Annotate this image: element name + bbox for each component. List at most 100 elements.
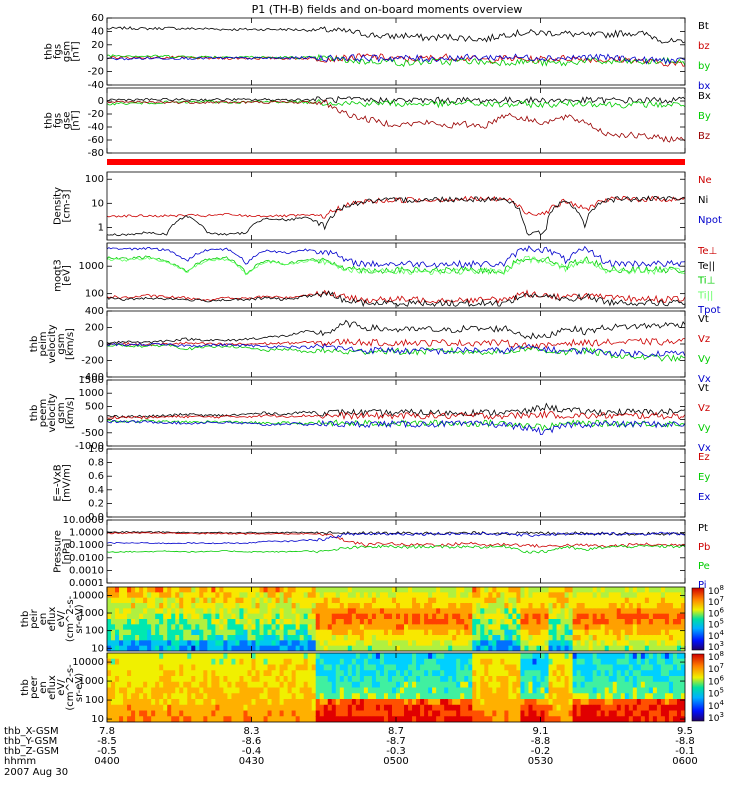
spectrogram-cell: [652, 624, 658, 631]
spectrogram-cell: [528, 608, 534, 615]
spectrogram-cell: [199, 608, 204, 615]
spectrogram-cell: [448, 629, 453, 636]
spectrogram-cell: [275, 693, 281, 700]
spectrogram-cell: [267, 613, 273, 620]
spectrogram-cell: [676, 592, 682, 599]
spectrogram-cell: [159, 653, 164, 660]
spectrogram-cell: [444, 603, 449, 609]
spectrogram-cell: [123, 693, 128, 700]
spectrogram-cell: [480, 645, 485, 651]
spectrogram-cell: [488, 704, 493, 712]
spectrogram-cell: [676, 716, 682, 722]
spectrogram-cell: [167, 619, 172, 625]
spectrogram-cell: [488, 670, 493, 677]
spectrogram-cell: [544, 603, 550, 609]
y-tick-label: 400: [85, 306, 104, 317]
spectrogram-cell: [111, 716, 116, 722]
spectrogram-cell: [472, 597, 477, 604]
spectrogram-cell: [311, 640, 317, 647]
spectrogram-cell: [552, 699, 558, 706]
spectrogram-cell: [648, 635, 654, 641]
spectrogram-cell: [636, 624, 642, 631]
spectrogram-cell: [327, 603, 333, 609]
spectrogram-cell: [263, 613, 269, 620]
spectrogram-cell: [516, 629, 522, 636]
spectrogram-cell: [135, 664, 140, 671]
spectrogram-cell: [600, 676, 606, 683]
spectrogram-cell: [636, 687, 642, 694]
spectrogram-cell: [387, 640, 393, 647]
spectrogram-cell: [440, 608, 445, 615]
spectrogram-cell: [147, 645, 152, 651]
spectrogram-cell: [279, 658, 285, 666]
spectrogram-cell: [536, 587, 542, 593]
spectrogram-cell: [588, 613, 594, 620]
spectrogram-cell: [343, 613, 349, 620]
spectrogram-cell: [596, 658, 602, 666]
spectrogram-cell: [163, 693, 168, 700]
spectrogram-cell: [532, 624, 538, 631]
legend-label: Ne: [698, 175, 712, 186]
spectrogram-cell: [259, 608, 265, 615]
spectrogram-cell: [664, 676, 670, 683]
spectrogram-cell: [660, 603, 666, 609]
spectrogram-cell: [223, 653, 229, 660]
y-tick-label: 1000: [79, 608, 104, 619]
spectrogram-cell: [620, 587, 626, 593]
legend-label: By: [698, 111, 711, 122]
spectrogram-cell: [532, 587, 538, 593]
spectrogram-cell: [191, 635, 196, 641]
spectrogram-cell: [656, 640, 662, 647]
spectrogram-cell: [323, 664, 329, 671]
spectrogram-cell: [556, 699, 562, 706]
orbit-row-value: -8.5: [97, 736, 117, 747]
spectrogram-cell: [247, 670, 253, 677]
spectrogram-cell: [432, 670, 437, 677]
spectrogram-cell: [648, 687, 654, 694]
spectrogram-cell: [311, 716, 317, 722]
spectrogram-cell: [680, 681, 685, 689]
spectrogram-cell: [211, 640, 216, 647]
spectrogram-cell: [604, 640, 610, 647]
spectrogram-cell: [604, 716, 610, 722]
spectrogram-cell: [544, 629, 550, 636]
spectrogram-cell: [335, 676, 341, 683]
spectrogram-cell: [123, 710, 128, 717]
spectrogram-cell: [379, 653, 385, 660]
y-tick-label: -20: [88, 67, 104, 78]
spectrogram-cell: [576, 699, 582, 706]
spectrogram-cell: [159, 635, 164, 641]
spectrogram-cell: [323, 693, 329, 700]
spectrogram-cell: [468, 635, 473, 641]
spectrogram-cell: [504, 699, 509, 706]
spectrogram-cell: [115, 597, 120, 604]
ylabel-line: [km/s]: [65, 397, 76, 429]
ylabel-line: velocity: [47, 393, 58, 432]
legend-label: Ti⊥: [697, 276, 715, 287]
spectrogram-cell: [644, 619, 650, 625]
spectrogram-cell: [283, 687, 289, 694]
spectrogram-cell: [680, 613, 685, 620]
spectrogram-cell: [472, 653, 477, 660]
spectrogram-cell: [279, 608, 285, 615]
spectrogram-cell: [315, 681, 321, 689]
spectrogram-cell: [584, 670, 590, 677]
spectrogram-cell: [147, 587, 152, 593]
spectrogram-cell: [660, 664, 666, 671]
spectrogram-cell: [612, 603, 618, 609]
spectrogram-cell: [516, 693, 522, 700]
spectrogram-cell: [632, 687, 638, 694]
spectrogram-cell: [612, 619, 618, 625]
spectrogram-cell: [628, 619, 634, 625]
spectrogram-cell: [468, 710, 473, 717]
spectrogram-cell: [111, 624, 116, 631]
spectrogram-cell: [127, 603, 132, 609]
spectrogram-cell: [424, 603, 429, 609]
spectrogram-cell: [520, 608, 526, 615]
spectrogram-cell: [383, 699, 389, 706]
spectrogram-cell: [155, 603, 160, 609]
spectrogram-cell: [612, 704, 618, 712]
spectrogram-cell: [211, 699, 216, 706]
ylabel-line: gsm: [56, 402, 67, 423]
